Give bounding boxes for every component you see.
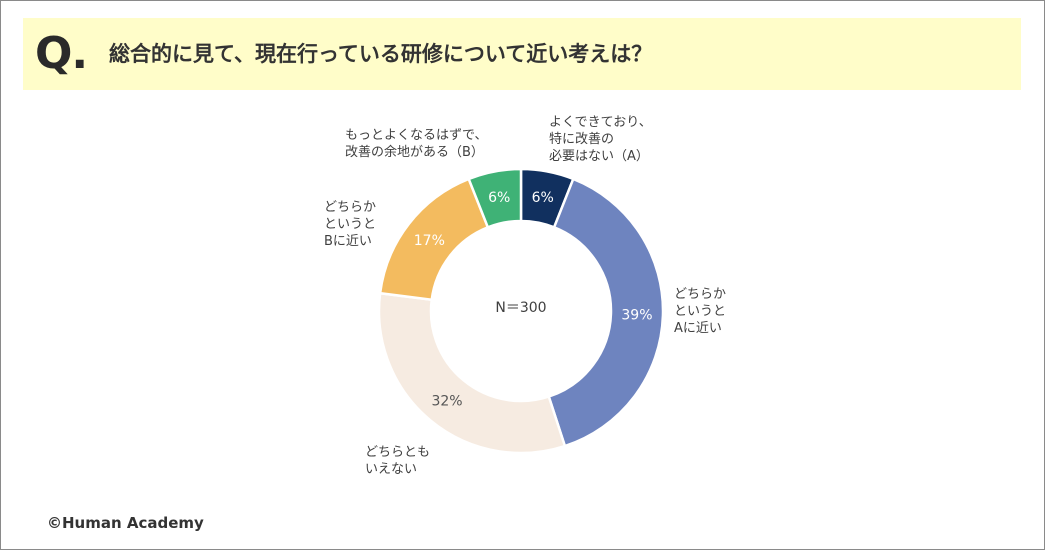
category-label-line: もっとよくなるはずで、 [345,128,488,143]
category-label-line: 特に改善の [549,132,615,147]
category-label-line: というと [324,217,377,232]
data-label-lean-b: 17% [414,233,445,249]
question-text: 総合的に見て、現在行っている研修について近い考えは？ [109,42,653,66]
category-label-line: どちらか [674,287,727,302]
center-n-label: N＝300 [495,300,546,316]
data-label-b: 6% [488,190,510,206]
copyright: ©Human Academy [47,514,204,532]
slice-lean-a [547,177,665,448]
category-label-a: よくできており、 特に改善の必要はない（A） [549,114,652,165]
category-label-line: Aに近い [674,321,722,336]
category-label-b: もっとよくなるはずで、 改善の余地がある（B） [345,127,487,161]
category-label-line: どちらか [324,200,377,215]
category-label-line: Bに近い [324,234,372,249]
category-label-lean-b: どちらかというと Bに近い [324,199,376,250]
category-label-neither: どちらとも いえない [365,444,430,478]
slice-neither [377,291,567,455]
category-label-line: どちらとも [365,445,431,460]
data-label-neither: 32% [431,393,462,409]
data-label-lean-a: 39% [621,308,652,324]
question-header: Q. 総合的に見て、現在行っている研修について近い考えは？ [23,18,1021,90]
category-label-line: いえない [365,462,418,477]
slice-b [467,167,523,229]
category-label-line: 改善の余地がある（B） [345,145,484,160]
category-label-line: 必要はない（A） [549,149,649,164]
category-label-line: というと [674,304,727,319]
data-label-a: 6% [532,190,554,206]
category-label-lean-a: どちらかというと Aに近い [674,286,726,337]
category-label-line: よくできており、 [549,115,652,130]
question-mark: Q. [35,28,88,79]
